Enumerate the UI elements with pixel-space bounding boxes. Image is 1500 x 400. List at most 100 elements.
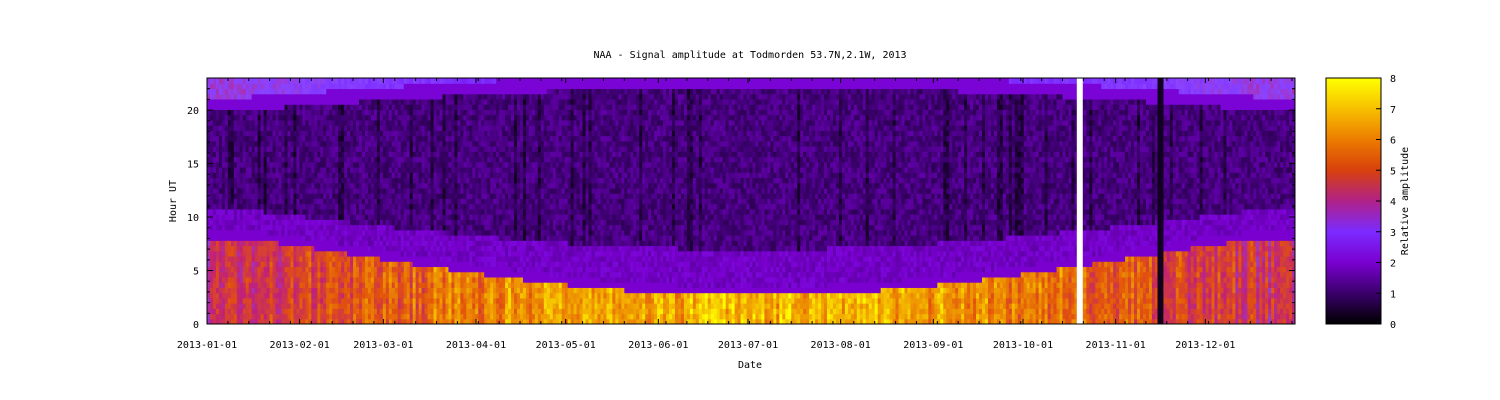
heatmap-cell [478, 261, 482, 268]
heatmap-cell [499, 255, 503, 262]
heatmap-cell [356, 140, 360, 147]
heatmap-cell [514, 240, 518, 247]
heatmap-cell [499, 219, 503, 226]
heatmap-cell [448, 83, 453, 90]
heatmap-cell [499, 187, 503, 194]
heatmap-cell [439, 266, 444, 273]
heatmap-cell [269, 255, 274, 262]
heatmap-cell [451, 261, 456, 268]
heatmap-cell [308, 193, 312, 199]
heatmap-cell [248, 104, 253, 110]
heatmap-cell [320, 214, 324, 220]
heatmap-cell [269, 292, 274, 299]
heatmap-cell [269, 287, 274, 294]
heatmap-cell [493, 297, 497, 304]
heatmap-cell [308, 224, 312, 231]
heatmap-cell [469, 240, 473, 247]
heatmap-cell [499, 203, 503, 210]
heatmap-cell [421, 114, 426, 121]
heatmap-cell [364, 182, 369, 189]
heatmap-cell [230, 83, 235, 90]
heatmap-cell [248, 130, 253, 137]
heatmap-cell [263, 104, 268, 110]
heatmap-cell [359, 297, 363, 304]
heatmap-cell [230, 203, 235, 210]
heatmap-cell [215, 172, 220, 179]
heatmap-cell [305, 146, 309, 152]
heatmap-cell [445, 198, 450, 205]
heatmap-cell [254, 198, 259, 205]
heatmap-cell [496, 78, 500, 84]
heatmap-cell [439, 214, 444, 220]
heatmap-cell [272, 266, 277, 273]
heatmap-cell [362, 318, 366, 324]
heatmap-cell [421, 78, 426, 84]
heatmap-cell [454, 88, 458, 95]
heatmap-cell [487, 276, 491, 283]
heatmap-cell [496, 125, 500, 131]
heatmap-cell [302, 135, 306, 142]
heatmap-cell [424, 240, 429, 247]
heatmap-cell [385, 271, 390, 278]
heatmap-cell [257, 229, 262, 236]
heatmap-cell [436, 146, 441, 152]
heatmap-cell [430, 297, 435, 304]
heatmap-cell [409, 177, 414, 184]
heatmap-cell [221, 271, 226, 278]
heatmap-cell [257, 125, 262, 131]
heatmap-cell [469, 224, 473, 231]
heatmap-cell [451, 297, 456, 304]
heatmap-cell [484, 98, 488, 105]
heatmap-cell [385, 140, 390, 147]
heatmap-cell [469, 287, 473, 294]
heatmap-cell [209, 135, 214, 142]
heatmap-cell [457, 245, 461, 252]
heatmap-cell [218, 208, 223, 215]
heatmap-cell [382, 271, 387, 278]
heatmap-cell [272, 250, 277, 257]
heatmap-cell [290, 109, 295, 116]
heatmap-cell [385, 224, 390, 231]
heatmap-cell [281, 172, 286, 179]
heatmap-cell [257, 114, 262, 121]
heatmap-cell [469, 109, 473, 116]
heatmap-cell [299, 219, 303, 226]
heatmap-cell [215, 266, 220, 273]
heatmap-cell [248, 177, 253, 184]
heatmap-cell [403, 182, 408, 189]
heatmap-cell [508, 151, 512, 158]
heatmap-cell [469, 214, 473, 220]
heatmap-cell [409, 297, 414, 304]
heatmap-cell [517, 292, 521, 299]
heatmap-cell [517, 78, 521, 84]
heatmap-cell [364, 172, 369, 179]
heatmap-cell [469, 104, 473, 110]
heatmap-cell [311, 109, 315, 116]
heatmap-cell [248, 297, 253, 304]
heatmap-cell [209, 140, 214, 147]
heatmap-cell [212, 313, 217, 320]
heatmap-cell [284, 187, 289, 194]
heatmap-cell [379, 114, 384, 121]
heatmap-cell [212, 245, 217, 252]
heatmap-cell [519, 119, 524, 126]
heatmap-cell [424, 151, 429, 158]
heatmap-cell [218, 104, 223, 110]
heatmap-cell [508, 125, 512, 131]
heatmap-cell [463, 187, 467, 194]
heatmap-cell [281, 271, 286, 278]
heatmap-cell [412, 261, 417, 268]
heatmap-cell [376, 208, 381, 215]
heatmap-cell [236, 166, 241, 173]
heatmap-cell [463, 182, 467, 189]
heatmap-cell [406, 187, 411, 194]
heatmap-cell [421, 261, 426, 268]
heatmap-cell [460, 297, 464, 304]
heatmap-cell [326, 255, 330, 262]
heatmap-cell [350, 287, 354, 294]
heatmap-cell [326, 161, 330, 168]
heatmap-cell [275, 271, 280, 278]
heatmap-cell [519, 287, 524, 294]
heatmap-cell [403, 235, 408, 241]
heatmap-cell [433, 78, 438, 84]
